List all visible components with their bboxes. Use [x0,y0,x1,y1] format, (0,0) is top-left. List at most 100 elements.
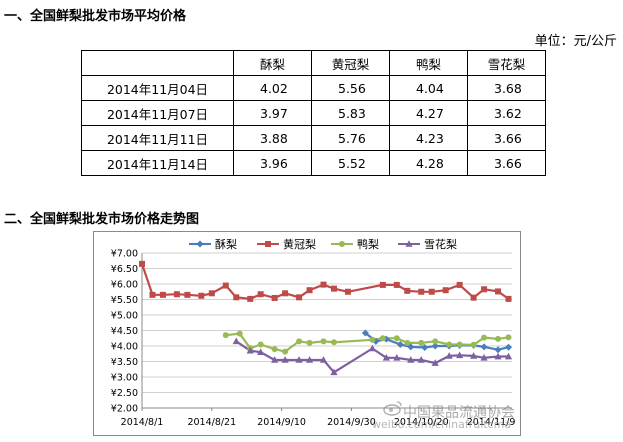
data-point [505,295,512,302]
watermark-url: weibo.com/chinafruitcma [372,418,512,431]
data-point [432,338,439,345]
header-yali: 鸭梨 [389,50,468,76]
data-point [494,346,502,354]
data-point [330,368,338,376]
weibo-logo-icon [383,401,402,416]
header-date [81,50,234,76]
unit-label: 单位：元/公斤 [534,34,617,49]
y-tick-label: ¥5.50 [111,295,138,306]
data-point [456,351,464,359]
data-point [431,359,439,366]
x-tick-label: 2014/11/9 [467,417,516,428]
y-tick-label: ¥2.50 [111,388,138,399]
cell-yali: 4.04 [389,75,468,101]
data-point [418,288,425,295]
data-point [236,330,243,337]
data-point [379,335,386,342]
data-point [404,339,411,346]
data-point [446,341,453,348]
y-tick-label: ¥4.50 [111,326,138,337]
data-point [396,340,404,348]
data-point [305,356,314,363]
data-point [246,346,254,354]
y-tick-label: ¥4.00 [111,342,138,353]
header-huangguanli: 黄冠梨 [311,50,390,76]
header-suli: 酥梨 [233,50,312,76]
data-point [504,352,513,360]
data-point [222,282,229,289]
row-date: 2014年11月14日 [81,150,234,176]
section-1-title: 一、全国鲜梨批发市场平均价格 [4,9,187,24]
price-trend-chart-frame: ¥7.00 ¥6.50 ¥6.00 ¥5.50 ¥5.00 ¥4.50 ¥4.00 ¥3.50… [93,231,521,436]
data-point [295,356,303,363]
data-point [344,288,351,295]
data-point [233,294,240,301]
data-point [159,291,166,298]
data-point [281,356,289,363]
legend-label: 黄冠梨 [283,237,316,251]
y-tick-label: ¥7.00 [111,249,138,260]
cell-suli: 3.97 [233,100,312,126]
x-tick-label: 2014/10/20 [394,417,449,428]
data-point [257,348,265,355]
data-point [320,338,327,345]
data-point [428,288,435,295]
data-point [382,335,390,343]
data-point [184,291,191,298]
data-point [257,341,264,348]
data-point [319,356,328,363]
data-point [445,352,453,359]
row-date: 2014年11月11日 [81,125,234,151]
data-point [407,356,415,363]
data-point [418,339,425,346]
data-point [282,290,289,297]
data-point [470,341,477,348]
data-point [481,286,488,293]
data-point [306,287,313,294]
data-point [393,281,400,288]
legend-marker [405,240,413,247]
watermark-text: 中国果品流通协会 [403,405,515,421]
data-point [330,285,337,292]
data-point [369,336,376,343]
data-point [495,335,502,342]
data-point [470,352,478,359]
data-point [456,281,463,288]
legend-marker [339,241,345,247]
data-point [257,291,264,298]
data-point [480,353,488,361]
data-point [481,334,488,341]
data-point [379,281,386,288]
data-point [417,356,425,363]
data-point [494,352,502,360]
data-point [393,353,401,361]
data-point [271,294,278,301]
row-date: 2014年11月04日 [81,75,234,101]
x-tick-label: 2014/8/21 [187,417,236,428]
legend-label: 酥梨 [215,237,237,251]
data-point [431,342,439,350]
row-date: 2014年11月07日 [81,100,234,126]
legend-label: 鸭梨 [357,237,379,251]
data-point [456,341,463,348]
data-point [505,334,512,341]
data-point [382,353,390,361]
cell-huangguanli: 5.76 [311,125,390,151]
data-point [442,287,449,294]
legend-label: 雪花梨 [424,237,457,251]
legend-marker [265,241,271,247]
data-point [139,260,145,267]
table-row: 2014年11月11日 3.88 5.76 4.23 3.66 [81,125,546,151]
data-point [320,281,327,288]
cell-suli: 3.96 [233,150,312,176]
cell-yali: 4.28 [389,150,468,176]
x-tick-label: 2014/9/10 [257,417,306,428]
data-point [361,329,369,337]
header-xuehuali: 雪花梨 [467,50,546,76]
data-point [306,339,313,346]
cell-xuehuali: 3.66 [467,125,546,151]
cell-suli: 4.02 [233,75,312,101]
data-point [495,288,502,295]
y-tick-label: ¥3.50 [111,357,138,368]
data-point [393,335,400,342]
